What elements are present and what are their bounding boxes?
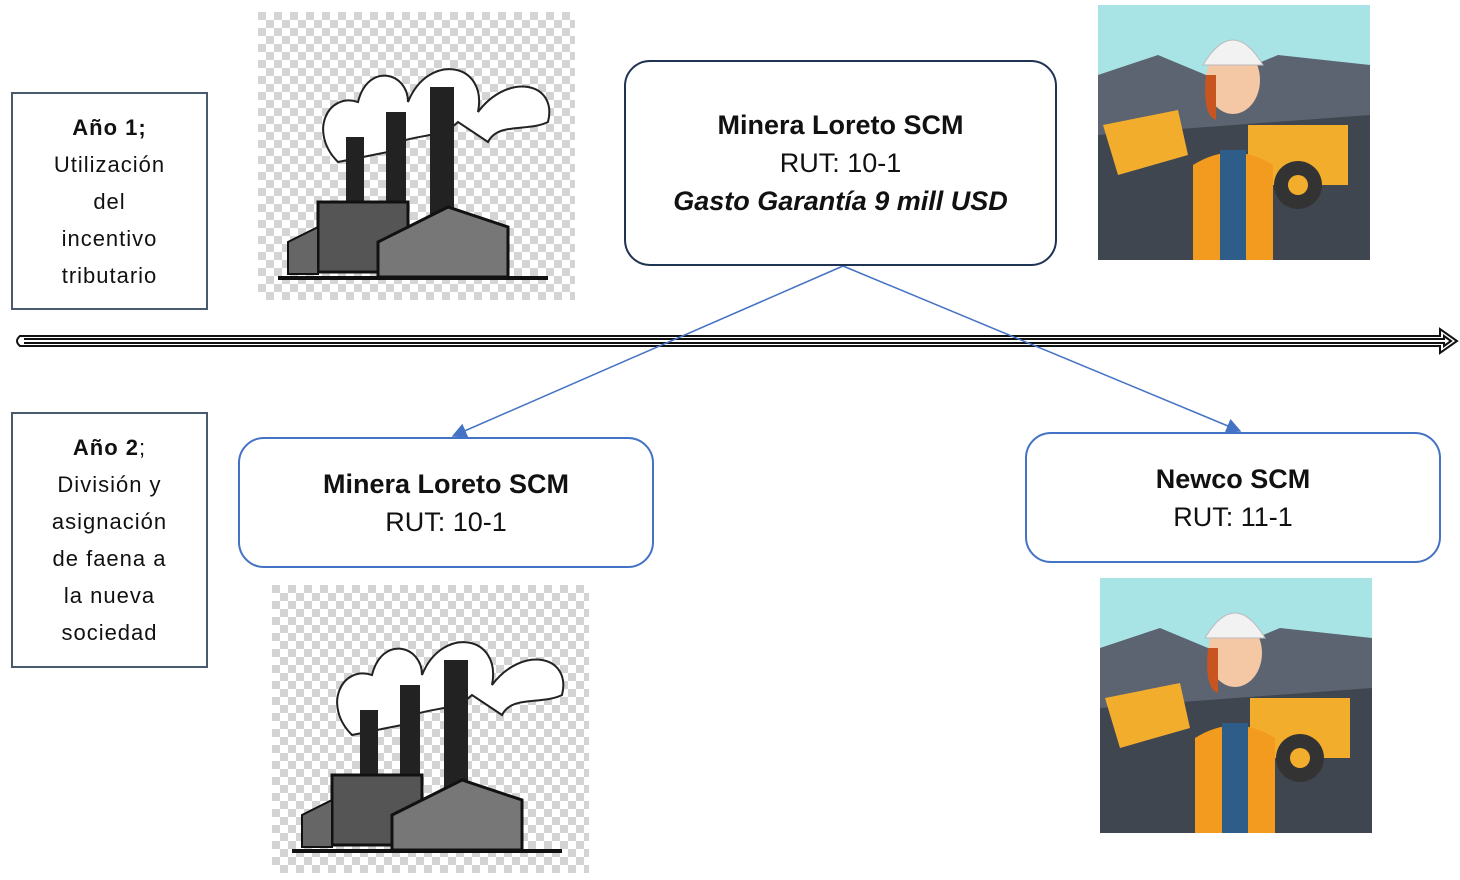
year-label: Año 1; bbox=[43, 109, 176, 146]
year-text: División y asignación de faena a la nuev… bbox=[43, 466, 176, 651]
year-box: Año 1; Utilización del incentivo tributa… bbox=[11, 92, 208, 310]
company-rut: RUT: 10-1 bbox=[240, 503, 652, 541]
company-note: Gasto Garantía 9 mill USD bbox=[626, 182, 1055, 220]
year-text: Utilización del incentivo tributario bbox=[43, 146, 176, 294]
timeline bbox=[17, 329, 1457, 353]
company-rut: RUT: 11-1 bbox=[1027, 498, 1439, 536]
year-suffix: ; bbox=[139, 435, 146, 460]
company-box: Minera Loreto SCM RUT: 10-1 Gasto Garant… bbox=[624, 60, 1057, 266]
company-rut: RUT: 10-1 bbox=[626, 144, 1055, 182]
company-box: Minera Loreto SCM RUT: 10-1 bbox=[238, 437, 654, 568]
company-box: Newco SCM RUT: 11-1 bbox=[1025, 432, 1441, 563]
company-name: Minera Loreto SCM bbox=[240, 465, 652, 503]
diagram: Año 1; Utilización del incentivo tributa… bbox=[0, 0, 1460, 880]
year-box: Año 2; División y asignación de faena a … bbox=[11, 412, 208, 668]
year-label: Año 2 bbox=[73, 435, 139, 460]
connector bbox=[843, 266, 1240, 431]
company-name: Newco SCM bbox=[1027, 460, 1439, 498]
company-name: Minera Loreto SCM bbox=[626, 106, 1055, 144]
